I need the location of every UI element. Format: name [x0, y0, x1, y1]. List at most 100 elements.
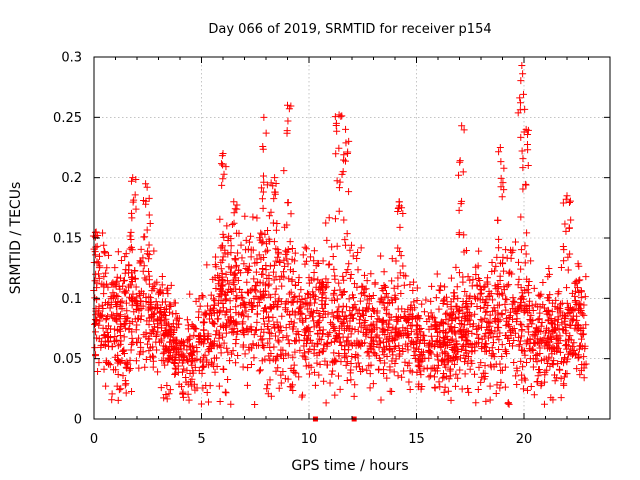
x-axis-label: GPS time / hours — [291, 458, 408, 474]
data-point — [503, 282, 511, 290]
data-point — [332, 150, 340, 158]
data-point — [503, 315, 511, 323]
data-point — [91, 328, 99, 336]
data-point — [481, 362, 489, 370]
data-point — [513, 315, 521, 323]
data-point — [218, 281, 226, 289]
data-point — [463, 327, 471, 335]
data-point — [447, 396, 455, 404]
data-point — [494, 216, 502, 224]
data-point — [145, 211, 153, 219]
data-point — [537, 382, 545, 390]
data-point — [171, 360, 179, 368]
data-point — [195, 367, 203, 375]
data-point — [502, 306, 510, 314]
data-point — [127, 346, 135, 354]
data-point — [122, 389, 130, 397]
data-point — [100, 365, 108, 373]
data-point — [373, 340, 381, 348]
data-point — [341, 236, 349, 244]
data-point — [324, 278, 332, 286]
data-point — [230, 209, 238, 217]
data-point — [241, 212, 249, 220]
data-point — [264, 246, 272, 254]
data-point — [219, 333, 227, 341]
data-point — [458, 320, 466, 328]
data-point — [178, 359, 186, 367]
data-point — [164, 284, 172, 292]
data-point — [162, 305, 170, 313]
data-point — [447, 312, 455, 320]
data-point — [582, 321, 590, 329]
data-point — [430, 373, 438, 381]
data-point — [117, 298, 125, 306]
data-point — [205, 315, 213, 323]
data-point — [331, 286, 339, 294]
data-point — [471, 370, 479, 378]
data-point — [277, 371, 285, 379]
x-tick-label: 0 — [90, 432, 98, 447]
data-point — [425, 315, 433, 323]
data-point — [285, 290, 293, 298]
data-point — [116, 331, 124, 339]
data-point — [383, 352, 391, 360]
data-point — [167, 281, 175, 289]
data-point — [175, 320, 183, 328]
data-point — [139, 196, 147, 204]
data-point — [185, 396, 193, 404]
data-point — [333, 314, 341, 322]
data-point — [188, 382, 196, 390]
data-point — [517, 246, 525, 254]
data-point — [341, 345, 349, 353]
data-point — [314, 330, 322, 338]
data-point — [108, 390, 116, 398]
data-point — [335, 303, 343, 311]
data-point — [400, 313, 408, 321]
data-point — [524, 130, 532, 138]
data-point — [212, 253, 220, 261]
data-point — [219, 365, 227, 373]
data-point — [522, 340, 530, 348]
data-point — [117, 385, 125, 393]
data-point — [171, 371, 179, 379]
data-point — [410, 278, 418, 286]
data-point — [392, 257, 400, 265]
data-point — [395, 342, 403, 350]
data-point — [232, 274, 240, 282]
data-point — [420, 308, 428, 316]
data-point — [247, 253, 255, 261]
data-point — [478, 343, 486, 351]
data-point — [474, 324, 482, 332]
data-point — [311, 381, 319, 389]
data-point — [122, 363, 130, 371]
data-point — [332, 357, 340, 365]
data-point — [457, 200, 465, 208]
data-point — [259, 270, 267, 278]
y-tick-label: 0.05 — [53, 352, 82, 367]
data-point — [418, 348, 426, 356]
data-point — [381, 331, 389, 339]
data-point — [302, 257, 310, 265]
data-point — [475, 363, 483, 371]
data-point — [213, 315, 221, 323]
data-point — [113, 301, 121, 309]
data-point — [524, 328, 532, 336]
data-point — [551, 377, 559, 385]
data-point — [442, 293, 450, 301]
data-point — [536, 369, 544, 377]
data-point — [491, 307, 499, 315]
data-point — [519, 385, 527, 393]
data-point — [398, 373, 406, 381]
data-point — [499, 291, 507, 299]
data-point — [354, 266, 362, 274]
data-point — [272, 257, 280, 265]
data-point — [404, 316, 412, 324]
data-point — [486, 396, 494, 404]
data-point — [150, 317, 158, 325]
data-point — [442, 363, 450, 371]
data-point — [273, 220, 281, 228]
data-point — [540, 304, 548, 312]
data-point — [384, 320, 392, 328]
data-point — [133, 321, 141, 329]
data-point — [373, 307, 381, 315]
